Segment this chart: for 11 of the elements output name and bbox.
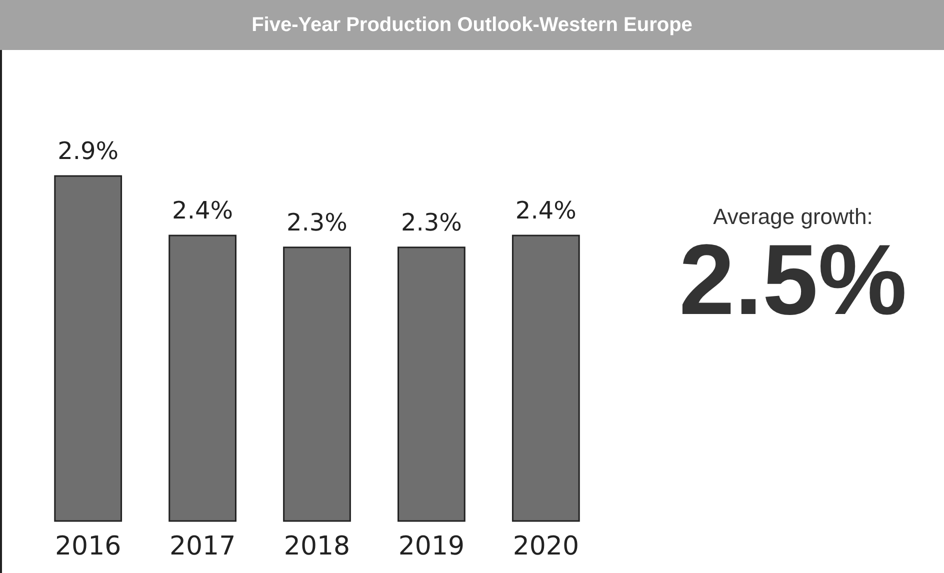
data-label: 2.9% xyxy=(58,137,119,165)
x-tick-label: 2019 xyxy=(398,532,465,562)
x-tick-label: 2020 xyxy=(512,532,579,562)
x-tick-label: 2018 xyxy=(284,532,350,562)
x-tick-label: 2017 xyxy=(169,532,236,562)
x-tick-label: 2016 xyxy=(55,532,122,562)
data-label: 2.4% xyxy=(172,196,234,224)
data-label: 2.4% xyxy=(515,196,576,224)
data-label: 2.3% xyxy=(400,208,462,236)
data-label: 2.3% xyxy=(286,208,348,236)
chart-title: Five-Year Production Outlook-Western Europe xyxy=(0,0,944,50)
